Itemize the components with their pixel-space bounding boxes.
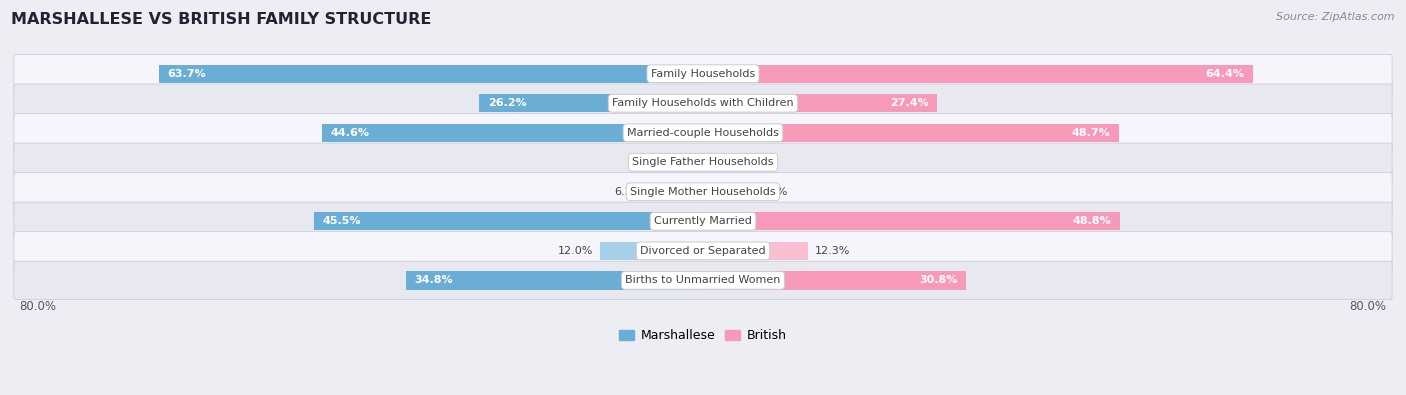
Bar [314, 212, 703, 231]
Text: 80.0%: 80.0% [20, 299, 56, 312]
Bar [479, 94, 703, 112]
Bar [159, 64, 703, 83]
Bar [322, 124, 703, 142]
Text: 6.3%: 6.3% [614, 187, 643, 197]
Bar [703, 124, 1119, 142]
FancyBboxPatch shape [14, 84, 1392, 122]
Text: Family Households with Children: Family Households with Children [612, 98, 794, 108]
Text: 12.0%: 12.0% [558, 246, 593, 256]
Text: 64.4%: 64.4% [1206, 69, 1244, 79]
Text: 63.7%: 63.7% [167, 69, 205, 79]
Text: Divorced or Separated: Divorced or Separated [640, 246, 766, 256]
Text: MARSHALLESE VS BRITISH FAMILY STRUCTURE: MARSHALLESE VS BRITISH FAMILY STRUCTURE [11, 12, 432, 27]
Text: 34.8%: 34.8% [415, 275, 453, 286]
Bar [703, 94, 938, 112]
Bar [406, 271, 703, 290]
Text: 12.3%: 12.3% [815, 246, 851, 256]
FancyBboxPatch shape [14, 173, 1392, 211]
FancyBboxPatch shape [14, 232, 1392, 270]
Text: 27.4%: 27.4% [890, 98, 928, 108]
Text: Family Households: Family Households [651, 69, 755, 79]
Text: Births to Unmarried Women: Births to Unmarried Women [626, 275, 780, 286]
Text: 48.8%: 48.8% [1073, 216, 1111, 226]
Text: 5.8%: 5.8% [759, 187, 787, 197]
FancyBboxPatch shape [14, 55, 1392, 93]
Bar [703, 64, 1253, 83]
Bar [703, 212, 1121, 231]
FancyBboxPatch shape [14, 202, 1392, 241]
FancyBboxPatch shape [14, 143, 1392, 181]
Text: 45.5%: 45.5% [323, 216, 361, 226]
Bar [650, 182, 703, 201]
FancyBboxPatch shape [14, 261, 1392, 299]
Bar [703, 182, 752, 201]
Text: 26.2%: 26.2% [488, 98, 526, 108]
Bar [703, 271, 966, 290]
Text: 30.8%: 30.8% [920, 275, 957, 286]
Text: 2.2%: 2.2% [728, 157, 758, 167]
Bar [703, 153, 721, 171]
Text: Source: ZipAtlas.com: Source: ZipAtlas.com [1277, 12, 1395, 22]
Text: Single Father Households: Single Father Households [633, 157, 773, 167]
Bar [682, 153, 703, 171]
Bar [600, 242, 703, 260]
Text: 80.0%: 80.0% [1350, 299, 1386, 312]
Text: 44.6%: 44.6% [330, 128, 370, 138]
FancyBboxPatch shape [14, 113, 1392, 152]
Legend: Marshallese, British: Marshallese, British [614, 324, 792, 347]
Text: 2.4%: 2.4% [647, 157, 676, 167]
Text: 48.7%: 48.7% [1071, 128, 1111, 138]
Bar [703, 242, 808, 260]
Text: Single Mother Households: Single Mother Households [630, 187, 776, 197]
Text: Married-couple Households: Married-couple Households [627, 128, 779, 138]
Text: Currently Married: Currently Married [654, 216, 752, 226]
